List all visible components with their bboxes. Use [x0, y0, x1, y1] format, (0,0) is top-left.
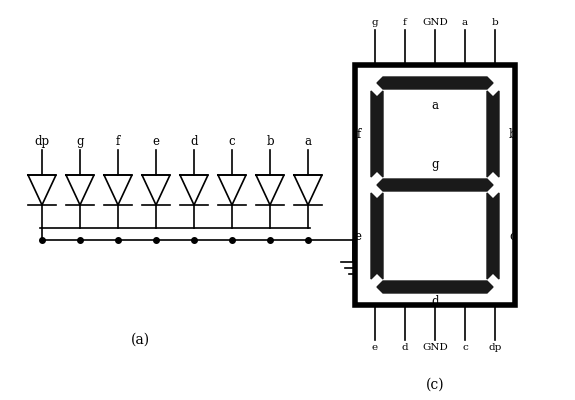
Text: f: f [116, 135, 120, 148]
Polygon shape [377, 179, 493, 191]
Text: e: e [152, 135, 159, 148]
Text: (c): (c) [426, 378, 444, 392]
Text: d: d [190, 135, 198, 148]
Text: d: d [431, 295, 439, 308]
Bar [355, 65, 515, 305]
Polygon shape [487, 91, 499, 177]
Text: c: c [229, 135, 235, 148]
Text: d: d [402, 343, 408, 352]
Text: dp: dp [488, 343, 501, 352]
Text: g: g [371, 18, 378, 27]
Text: (a): (a) [131, 333, 150, 347]
Text: g: g [76, 135, 84, 148]
Text: c: c [462, 343, 468, 352]
Text: dp: dp [34, 135, 49, 148]
Polygon shape [377, 281, 493, 293]
Text: e: e [372, 343, 378, 352]
Polygon shape [371, 193, 383, 279]
Polygon shape [371, 91, 383, 177]
Text: GND: GND [422, 18, 448, 27]
Text: f: f [403, 18, 407, 27]
Text: c: c [509, 230, 516, 242]
Text: g: g [431, 158, 439, 171]
Text: GND: GND [422, 343, 448, 352]
Text: b: b [266, 135, 274, 148]
Text: b: b [492, 18, 499, 27]
Polygon shape [487, 193, 499, 279]
Text: a: a [462, 18, 468, 27]
Text: b: b [509, 128, 516, 140]
Text: e: e [354, 230, 361, 242]
Text: a: a [305, 135, 312, 148]
Text: a: a [431, 99, 439, 112]
Text: f: f [356, 128, 361, 140]
Polygon shape [377, 77, 493, 89]
